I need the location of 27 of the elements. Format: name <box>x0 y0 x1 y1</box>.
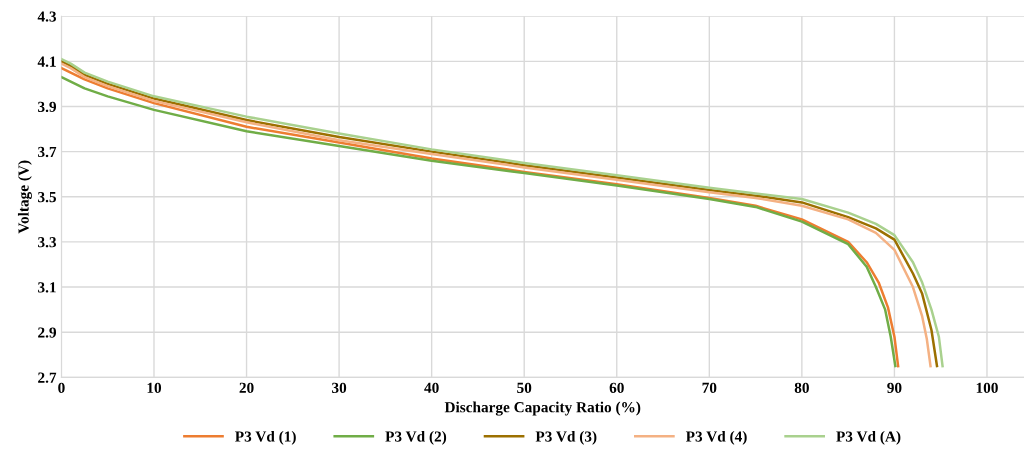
x-tick-label: 100 <box>976 382 998 393</box>
x-axis-title: Discharge Capacity Ratio (%) <box>444 401 641 416</box>
y-tick-label: 3.3 <box>38 237 57 248</box>
y-tick-label: 3.7 <box>38 146 57 158</box>
y-tick-label: 4.1 <box>37 56 56 67</box>
legend-label: P3 Vd (A) <box>836 430 901 445</box>
y-tick-label: 2.7 <box>38 372 57 383</box>
x-tick-label: 50 <box>517 382 532 393</box>
y-tick-label: 3.9 <box>38 101 57 113</box>
legend-label: P3 Vd (4) <box>685 430 747 445</box>
y-tick-label: 4.3 <box>37 11 57 22</box>
x-tick-label: 90 <box>887 382 902 393</box>
x-tick-label: 10 <box>147 382 162 393</box>
x-tick-label: 0 <box>58 382 65 393</box>
x-tick-label: 70 <box>702 382 717 393</box>
x-tick-label: 80 <box>794 382 809 393</box>
y-tick-label: 3.5 <box>38 191 57 203</box>
y-tick-label: 3.1 <box>38 282 56 293</box>
x-tick-label: 20 <box>239 382 254 393</box>
x-tick-label: 30 <box>332 382 347 393</box>
legend-label: P3 Vd (3) <box>535 430 597 445</box>
legend-label: P3 Vd (1) <box>235 430 296 445</box>
x-tick-label: 60 <box>609 382 624 393</box>
legend-label: P3 Vd (2) <box>385 430 447 445</box>
y-axis-title: Voltage (V) <box>17 160 32 234</box>
y-tick-label: 2.9 <box>38 327 57 338</box>
x-tick-label: 40 <box>424 382 439 393</box>
